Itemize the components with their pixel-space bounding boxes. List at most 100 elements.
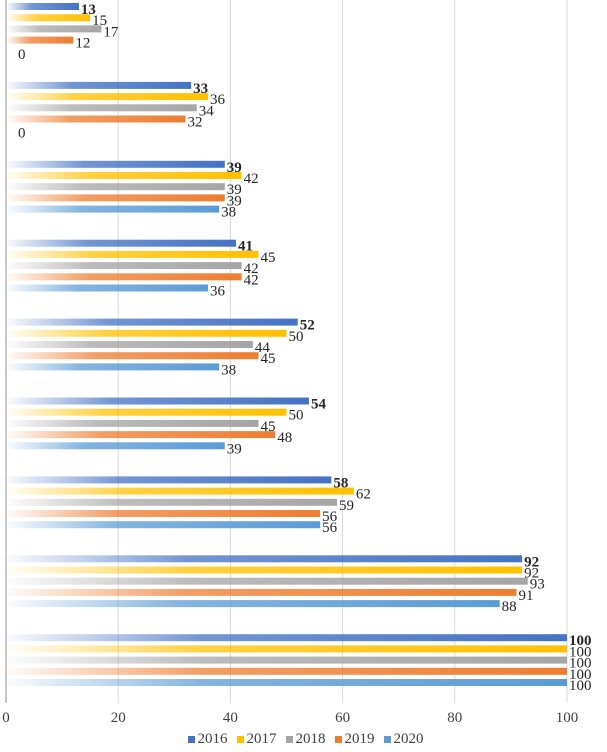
legend-label: 2017	[246, 730, 277, 747]
data-label-2017: 62	[356, 487, 371, 503]
data-label-2020: 100	[569, 678, 592, 694]
data-label-2020: 38	[221, 205, 236, 221]
data-label-2020: 88	[502, 599, 517, 615]
bar-2019	[7, 431, 276, 439]
bar-2018	[7, 577, 528, 585]
legend-label: 2018	[295, 730, 326, 747]
bar-2016	[7, 634, 567, 642]
legend-swatch	[383, 735, 391, 743]
data-label-2016: 92	[524, 554, 539, 570]
legend-label: 2016	[197, 730, 228, 747]
data-label-2017: 42	[244, 171, 259, 187]
data-label-2017: 50	[289, 329, 304, 345]
data-label-2016: 52	[300, 318, 315, 334]
data-label-2019: 32	[188, 115, 203, 131]
data-label-2019: 42	[244, 272, 259, 288]
bar-2016	[7, 239, 237, 247]
data-label-2016: 41	[238, 239, 253, 255]
bars	[7, 3, 567, 686]
bar-2018	[7, 104, 197, 112]
bar-2017	[7, 172, 242, 179]
data-label-2019: 12	[75, 36, 90, 52]
bar-2019	[7, 352, 259, 360]
data-label-2020: 0	[18, 47, 26, 63]
data-label-2019: 48	[277, 430, 292, 446]
legend-item-2016: 2016	[187, 729, 228, 749]
x-tick-label: 60	[335, 710, 350, 725]
x-tick-label: 100	[556, 710, 579, 725]
bar-2018	[7, 656, 567, 664]
bar-2016	[7, 3, 79, 10]
data-label-2016: 54	[311, 397, 327, 413]
data-label-2018: 17	[103, 24, 119, 40]
data-label-2017: 36	[210, 92, 226, 108]
bar-2017	[7, 566, 523, 574]
bar-2019	[7, 194, 225, 202]
bar-2017	[7, 14, 91, 22]
legend-item-2017: 2017	[236, 729, 277, 749]
bar-2019	[7, 273, 242, 281]
bar-2018	[7, 498, 337, 506]
data-label-2017: 50	[289, 408, 304, 424]
bar-2019	[7, 36, 74, 44]
x-tick-label: 0	[2, 710, 10, 725]
x-tick-label: 80	[447, 710, 462, 725]
data-label-2019: 91	[519, 588, 534, 604]
bar-2018	[7, 419, 259, 427]
data-label-2019: 39	[227, 193, 242, 209]
data-label-2018: 93	[530, 577, 545, 593]
legend-label: 2019	[344, 730, 375, 747]
bar-2019	[7, 115, 186, 123]
data-labels: 1315171203336343203942393938414542423652…	[18, 2, 592, 694]
data-label-2017: 15	[92, 13, 107, 29]
data-label-2017: 92	[524, 566, 539, 582]
data-label-2017: 100	[569, 644, 592, 660]
legend-swatch	[285, 735, 293, 743]
bar-2017	[7, 487, 354, 495]
data-label-2020: 38	[221, 362, 236, 378]
data-label-2020: 56	[322, 520, 338, 536]
data-label-2018: 59	[339, 498, 354, 514]
data-label-2018: 34	[199, 103, 215, 119]
bar-2016	[7, 397, 309, 405]
bar-2019	[7, 588, 517, 596]
data-label-2019: 56	[322, 509, 338, 525]
data-label-2018: 42	[244, 261, 259, 277]
legend-label: 2020	[393, 730, 424, 747]
data-label-2019: 100	[569, 667, 592, 683]
bar-2020	[7, 284, 208, 292]
legend-swatch	[334, 735, 342, 743]
bar-2017	[7, 329, 287, 337]
bar-2018	[7, 262, 242, 270]
data-label-2018: 45	[260, 419, 275, 435]
bar-chart: 1315171203336343203942393938414542423652…	[2, 0, 592, 725]
legend-item-2020: 2020	[383, 729, 424, 749]
bar-2017	[7, 645, 567, 653]
bar-2016	[7, 160, 225, 168]
legend: 2016 2017 2018 2019 2020	[0, 729, 607, 749]
data-label-2020: 39	[227, 441, 242, 457]
legend-swatch	[187, 735, 195, 743]
bar-2019	[7, 510, 321, 517]
bar-2020	[7, 205, 220, 213]
legend-item-2018: 2018	[285, 729, 326, 749]
x-tick-label: 40	[223, 710, 238, 725]
bar-2020	[7, 679, 567, 686]
bar-2020	[7, 521, 321, 529]
bar-2016	[7, 81, 192, 89]
legend-swatch	[236, 735, 244, 743]
data-label-2018: 39	[227, 182, 242, 198]
data-label-2017: 45	[260, 250, 275, 266]
data-label-2016: 58	[333, 475, 348, 491]
data-label-2019: 45	[260, 351, 275, 367]
bar-2017	[7, 408, 287, 416]
bar-2018	[7, 25, 102, 33]
bar-2016	[7, 318, 298, 326]
x-tick-label: 20	[111, 710, 126, 725]
data-label-2020: 36	[210, 284, 226, 300]
bar-2018	[7, 341, 253, 348]
data-label-2018: 44	[255, 340, 271, 356]
data-label-2020: 0	[18, 126, 26, 142]
bar-2016	[7, 476, 332, 484]
bar-2020	[7, 600, 500, 608]
